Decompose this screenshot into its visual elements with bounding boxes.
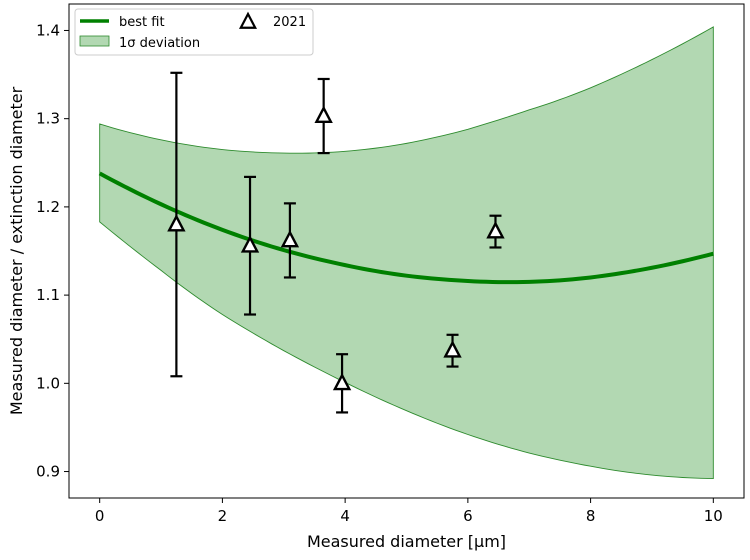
legend-2021-label: 2021 xyxy=(273,15,306,30)
data-points-layer xyxy=(167,71,505,414)
plot-frame xyxy=(68,3,745,499)
legend-triangle-marker-icon xyxy=(238,11,258,29)
triangle-marker xyxy=(314,105,333,123)
y-tick-label: 1.4 xyxy=(36,21,60,39)
x-tick-label: 10 xyxy=(704,507,723,525)
data-point xyxy=(167,71,186,378)
legend-best-fit-label: best fit xyxy=(119,15,165,30)
y-tick-label: 1.3 xyxy=(36,110,60,128)
triangle-marker xyxy=(486,221,505,239)
triangle-marker xyxy=(443,340,462,358)
deviation-band-layer xyxy=(99,26,714,480)
legend-deviation-swatch xyxy=(79,35,110,47)
x-tick-label: 2 xyxy=(218,507,228,525)
data-point xyxy=(332,353,352,414)
x-tick-label: 6 xyxy=(463,507,473,525)
data-point xyxy=(280,202,300,279)
legend: best fit 1σ deviation 2021 xyxy=(74,8,314,56)
data-point xyxy=(314,77,333,155)
y-tick-label: 1.0 xyxy=(36,374,60,392)
x-tick-label: 4 xyxy=(340,507,350,525)
legend-box xyxy=(74,8,314,56)
best-fit-line-layer xyxy=(98,171,714,285)
y-tick-label: 0.9 xyxy=(36,463,60,481)
legend-deviation-label: 1σ deviation xyxy=(119,36,200,51)
x-tick-label: 0 xyxy=(95,507,105,525)
data-point xyxy=(443,333,462,368)
y-tick-label: 1.2 xyxy=(36,198,60,216)
data-point xyxy=(486,214,505,249)
y-axis-label: Measured diameter / extinction diameter xyxy=(7,86,26,415)
best-fit-line xyxy=(98,171,714,285)
triangle-marker xyxy=(280,229,300,248)
triangle-marker xyxy=(240,235,260,253)
deviation-band xyxy=(99,26,714,480)
x-axis-label: Measured diameter [μm] xyxy=(307,532,506,551)
y-tick-label: 1.1 xyxy=(36,286,60,304)
triangle-marker xyxy=(332,372,352,391)
triangle-marker xyxy=(167,213,186,232)
axis-ticks-layer: 0 2 4 6 8 10 0.9 1.0 1.1 1.2 1.3 1.4 xyxy=(36,21,723,525)
x-tick-label: 8 xyxy=(586,507,596,525)
data-point xyxy=(240,175,260,316)
